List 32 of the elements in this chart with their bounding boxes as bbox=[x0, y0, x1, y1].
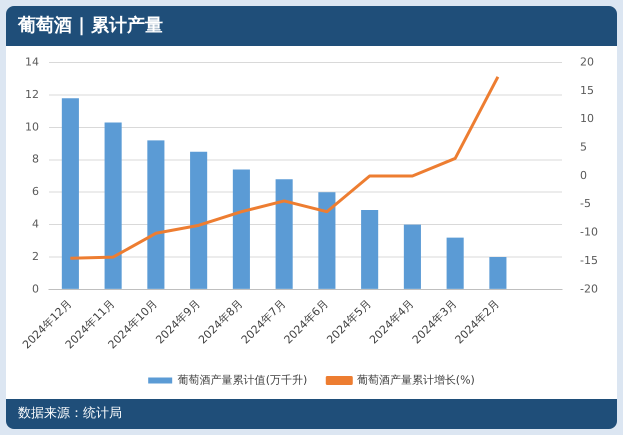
bar bbox=[62, 98, 79, 289]
y2-tick-label: 10 bbox=[580, 112, 594, 126]
y2-tick-label: -20 bbox=[580, 282, 598, 296]
y-tick-label: 4 bbox=[32, 217, 39, 230]
bar bbox=[190, 152, 208, 289]
bar bbox=[446, 238, 464, 289]
bar bbox=[318, 192, 336, 289]
chart-title: 葡萄酒 | 累计产量 bbox=[6, 6, 617, 46]
y-tick-label: 10 bbox=[24, 120, 39, 134]
y2-tick-label: 5 bbox=[580, 140, 588, 154]
bar bbox=[276, 179, 293, 289]
source-note: 数据来源：统计局 bbox=[18, 406, 122, 421]
y2-tick-label: -15 bbox=[580, 254, 598, 267]
y-tick-label: 0 bbox=[32, 282, 39, 296]
y2-tick-label: -5 bbox=[580, 197, 592, 210]
bar bbox=[104, 122, 122, 289]
y2-tick-label: 20 bbox=[580, 55, 594, 68]
y2-tick-label: 0 bbox=[580, 168, 588, 182]
y-tick-label: 12 bbox=[24, 88, 39, 101]
y-tick-label: 14 bbox=[24, 55, 39, 68]
legend-label: 葡萄酒产量累计值(万千升) bbox=[178, 373, 308, 386]
bar bbox=[147, 140, 164, 289]
bar bbox=[361, 210, 378, 289]
bar bbox=[232, 170, 250, 289]
y-tick-label: 2 bbox=[32, 250, 39, 263]
y2-tick-label: -10 bbox=[580, 226, 598, 239]
bar bbox=[404, 224, 421, 289]
y-tick-label: 8 bbox=[32, 152, 39, 166]
y-tick-label: 6 bbox=[32, 185, 39, 198]
y2-tick-label: 15 bbox=[580, 84, 594, 97]
legend-label: 葡萄酒产量累计增长(%) bbox=[356, 373, 475, 386]
bar bbox=[489, 257, 506, 289]
